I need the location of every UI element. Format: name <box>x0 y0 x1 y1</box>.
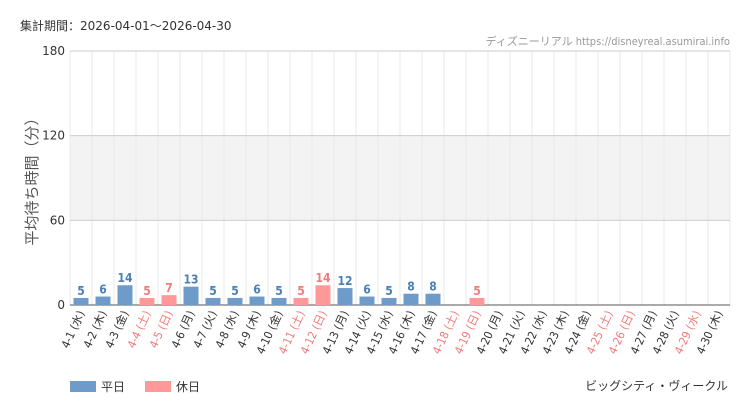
aggregation-period: 集計期間：2026-04-01～2026-04-30 <box>20 17 232 34</box>
value-label: 12 <box>337 274 352 288</box>
period-separator: ： <box>68 19 81 33</box>
bar <box>227 297 243 305</box>
bar <box>73 297 89 305</box>
value-label: 7 <box>165 281 173 295</box>
bar <box>469 297 485 305</box>
value-label: 5 <box>143 284 151 298</box>
legend-swatch-holiday <box>145 381 172 392</box>
facility-name: ビッグシティ・ヴィークル <box>585 379 728 393</box>
bar <box>293 297 309 305</box>
value-label: 14 <box>117 271 133 285</box>
source-url: https://disneyreal.asumirai.info <box>575 35 730 48</box>
period-end: 2026-04-30 <box>161 19 232 33</box>
bar <box>95 296 111 305</box>
value-label: 5 <box>275 284 283 298</box>
bar <box>359 296 375 305</box>
legend-item-weekday: 平日 <box>70 378 125 395</box>
value-label: 6 <box>253 283 261 297</box>
bar <box>337 288 353 305</box>
value-label: 5 <box>297 284 305 298</box>
source-name: ディズニーリアル <box>485 35 573 48</box>
chart-legend: 平日 休日 <box>70 378 200 395</box>
bar <box>403 293 419 305</box>
bar <box>117 285 133 305</box>
legend-swatch-weekday <box>70 381 96 392</box>
bar <box>249 296 265 305</box>
legend-label-holiday: 休日 <box>176 380 201 394</box>
bar <box>205 297 221 305</box>
legend-label-weekday: 平日 <box>101 380 126 394</box>
bar <box>139 297 155 305</box>
bar <box>425 293 441 305</box>
source-credit: ディズニーリアル https://disneyreal.asumirai.inf… <box>485 33 730 49</box>
value-label: 8 <box>429 280 437 294</box>
value-label: 5 <box>231 284 239 298</box>
bar <box>381 297 397 305</box>
y-tick-label: 120 <box>42 129 65 143</box>
value-label: 8 <box>407 280 415 294</box>
y-tick-label: 60 <box>50 213 65 227</box>
bar <box>161 295 177 305</box>
value-label: 6 <box>363 283 371 297</box>
value-label: 13 <box>183 273 198 287</box>
period-tilde: ～ <box>149 19 162 33</box>
y-tick-label: 180 <box>42 44 65 58</box>
value-label: 5 <box>209 284 217 298</box>
value-label: 6 <box>99 283 107 297</box>
bar <box>271 297 287 305</box>
value-label: 5 <box>473 284 481 298</box>
value-label: 5 <box>385 284 393 298</box>
legend-item-holiday: 休日 <box>145 378 200 395</box>
period-start: 2026-04-01 <box>80 19 150 33</box>
y-tick-label: 0 <box>57 298 65 312</box>
bar <box>315 285 331 305</box>
bar <box>183 286 199 305</box>
period-label: 集計期間 <box>20 19 69 33</box>
value-label: 5 <box>77 284 85 298</box>
value-label: 14 <box>315 271 331 285</box>
y-axis-label: 平均待ち時間（分） <box>23 110 41 245</box>
